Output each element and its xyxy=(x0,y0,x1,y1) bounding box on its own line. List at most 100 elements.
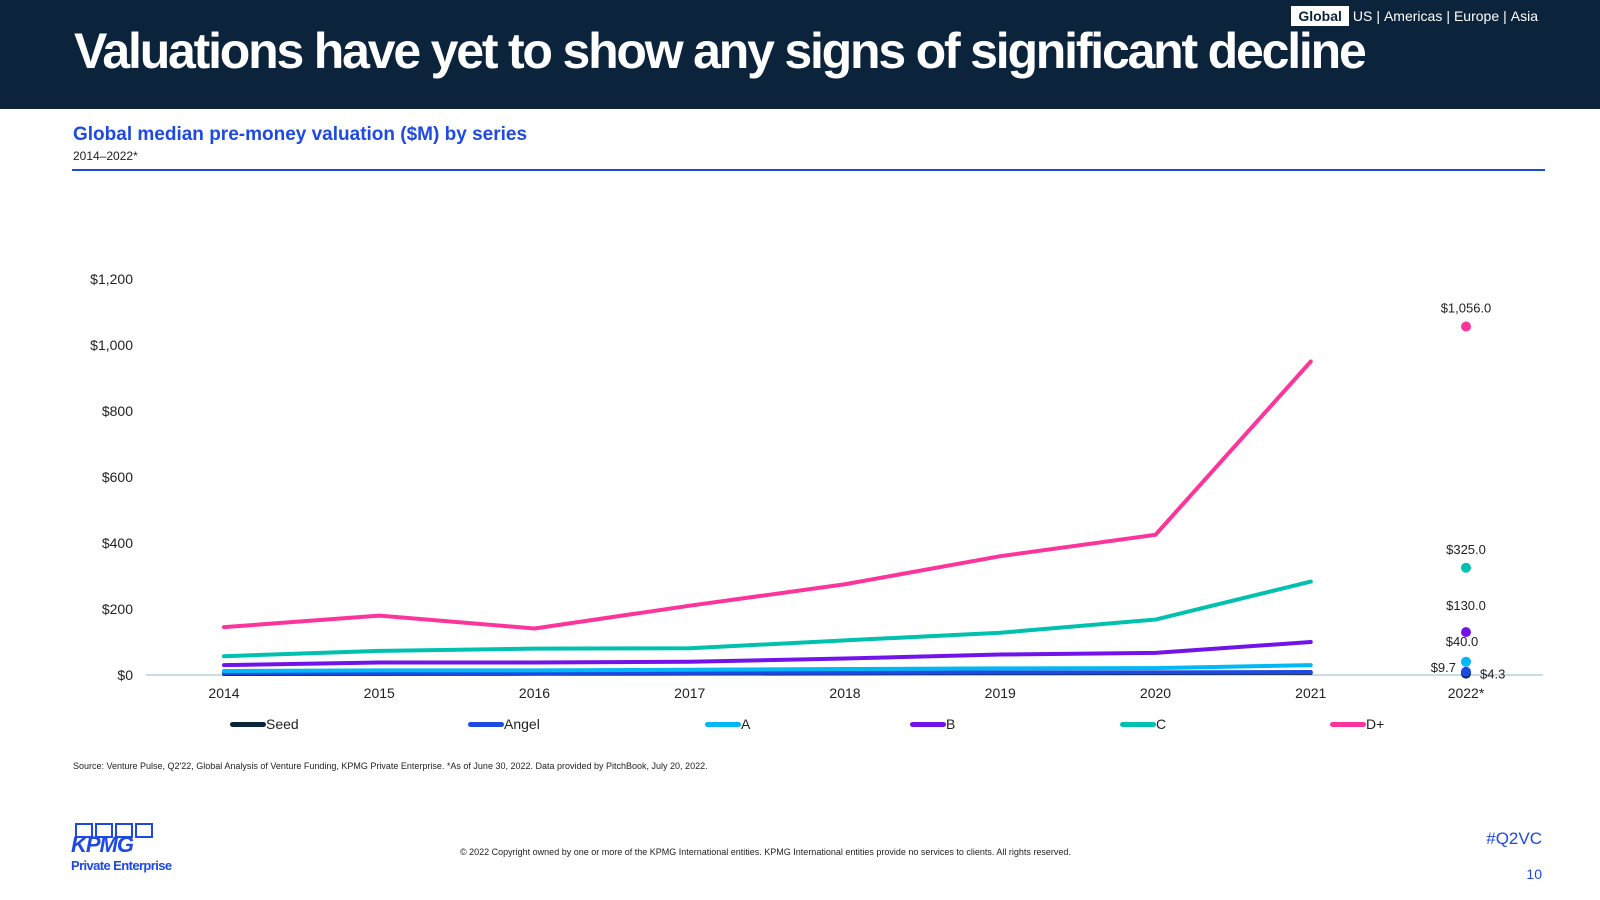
hashtag: #Q2VC xyxy=(1486,829,1542,848)
data-point-a xyxy=(1154,666,1157,670)
data-point-d xyxy=(222,625,226,629)
data-point-c xyxy=(843,638,847,642)
x-tick-label: 2014 xyxy=(208,685,239,701)
data-point-a xyxy=(1309,663,1313,667)
region-separator: | xyxy=(1503,8,1507,24)
data-point-d xyxy=(688,604,692,608)
region-nav: Global US | Americas | Europe | Asia xyxy=(1291,6,1538,26)
data-point-b xyxy=(998,653,1002,657)
data-point-a xyxy=(377,668,381,672)
x-tick-label: 2015 xyxy=(364,685,395,701)
series-line-angel xyxy=(222,670,1313,676)
legend-label: B xyxy=(946,716,956,732)
data-point-d xyxy=(377,614,381,618)
data-point-c xyxy=(533,647,536,651)
data-point-angel xyxy=(843,671,847,675)
data-point-b xyxy=(1154,651,1157,655)
legend-item-c: C xyxy=(1120,716,1166,732)
data-point-c xyxy=(222,654,226,658)
series-line-c xyxy=(222,579,1313,659)
x-tick-label: 2019 xyxy=(985,685,1016,701)
logo-wordmark: KPMG xyxy=(71,832,134,857)
legend-label: D+ xyxy=(1366,716,1385,732)
series-line-a xyxy=(222,663,1313,674)
x-tick-label: 2018 xyxy=(829,685,860,701)
logo-subtitle: Private Enterprise xyxy=(71,858,172,873)
legend-item-a: A xyxy=(705,716,750,732)
region-separator: | xyxy=(1446,8,1450,24)
source-note: Source: Venture Pulse, Q2'22, Global Ana… xyxy=(73,761,708,771)
title-divider xyxy=(72,169,1545,171)
data-point-b xyxy=(1461,627,1471,638)
legend-swatch xyxy=(230,721,266,727)
kpmg-logo: KPMG Private Enterprise xyxy=(71,823,181,883)
series-line-d xyxy=(222,359,1313,631)
data-point-angel xyxy=(998,671,1002,675)
data-point-b xyxy=(222,663,226,667)
region-separator: | xyxy=(1376,8,1380,24)
header-bar: Valuations have yet to show any signs of… xyxy=(0,0,1600,109)
end-value-label: $325.0 xyxy=(1446,542,1486,557)
data-point-d xyxy=(1309,360,1313,363)
copyright-notice: © 2022 Copyright owned by one or more of… xyxy=(460,847,1071,857)
y-tick-label: $1,200 xyxy=(90,271,133,287)
data-point-a xyxy=(688,668,692,672)
legend-label: A xyxy=(741,716,751,732)
data-point-c xyxy=(998,631,1002,635)
data-point-angel xyxy=(1154,670,1157,674)
region-tab-asia[interactable]: Asia xyxy=(1510,8,1538,24)
data-point-angel xyxy=(377,671,381,675)
data-point-angel xyxy=(688,671,692,675)
legend-swatch xyxy=(468,721,504,727)
data-point-angel xyxy=(1309,670,1313,674)
data-point-b xyxy=(688,660,692,664)
data-point-a xyxy=(843,667,847,671)
data-point-angel xyxy=(1461,666,1471,677)
end-value-label: $1,056.0 xyxy=(1441,301,1492,316)
x-tick-label: 2017 xyxy=(674,685,705,701)
x-tick-label: 2016 xyxy=(519,685,550,701)
data-point-d xyxy=(1461,321,1471,332)
data-point-c xyxy=(688,646,692,650)
slide-title: Valuations have yet to show any signs of… xyxy=(74,23,1367,79)
y-tick-label: $600 xyxy=(102,469,133,485)
region-tab-us[interactable]: US xyxy=(1352,8,1373,24)
end-value-label: $130.0 xyxy=(1446,598,1486,613)
legend-swatch xyxy=(910,721,946,727)
chart-title: Global median pre-money valuation ($M) b… xyxy=(73,124,528,145)
y-tick-label: $400 xyxy=(102,535,133,551)
legend-swatch xyxy=(705,721,741,727)
x-tick-label: 2021 xyxy=(1295,685,1326,701)
region-tab-global[interactable]: Global xyxy=(1291,6,1349,26)
data-point-a xyxy=(1461,656,1471,667)
page-number: 10 xyxy=(1526,866,1542,882)
legend-swatch xyxy=(1330,721,1366,727)
data-point-a xyxy=(222,669,226,673)
legend-swatch xyxy=(1120,721,1156,727)
data-point-c xyxy=(1461,562,1471,573)
y-tick-label: $200 xyxy=(102,601,133,617)
region-tab-europe[interactable]: Europe xyxy=(1453,8,1500,24)
end-value-label: $40.0 xyxy=(1446,634,1479,649)
data-point-c xyxy=(1309,580,1313,584)
data-point-a xyxy=(998,666,1002,670)
legend-item-d: D+ xyxy=(1330,716,1384,732)
data-point-b xyxy=(1309,640,1313,644)
data-point-d xyxy=(843,582,847,586)
logo-boxes xyxy=(75,823,181,838)
data-point-c xyxy=(377,649,381,653)
x-tick-label: 2020 xyxy=(1140,685,1171,701)
legend-label: C xyxy=(1156,716,1167,732)
legend-item-b: B xyxy=(910,716,955,732)
y-tick-label: $1,000 xyxy=(90,337,133,353)
data-point-b xyxy=(533,660,536,664)
series-line-b xyxy=(222,640,1313,668)
data-point-b xyxy=(843,657,847,660)
legend-item-seed: Seed xyxy=(230,716,299,732)
region-tab-americas[interactable]: Americas xyxy=(1383,8,1443,24)
data-point-a xyxy=(533,668,536,672)
end-value-label: $9.7 xyxy=(1431,660,1456,675)
end-value-label: $4.3 xyxy=(1480,667,1505,682)
data-point-b xyxy=(377,660,381,664)
chart-subtitle: 2014–2022* xyxy=(73,149,138,163)
